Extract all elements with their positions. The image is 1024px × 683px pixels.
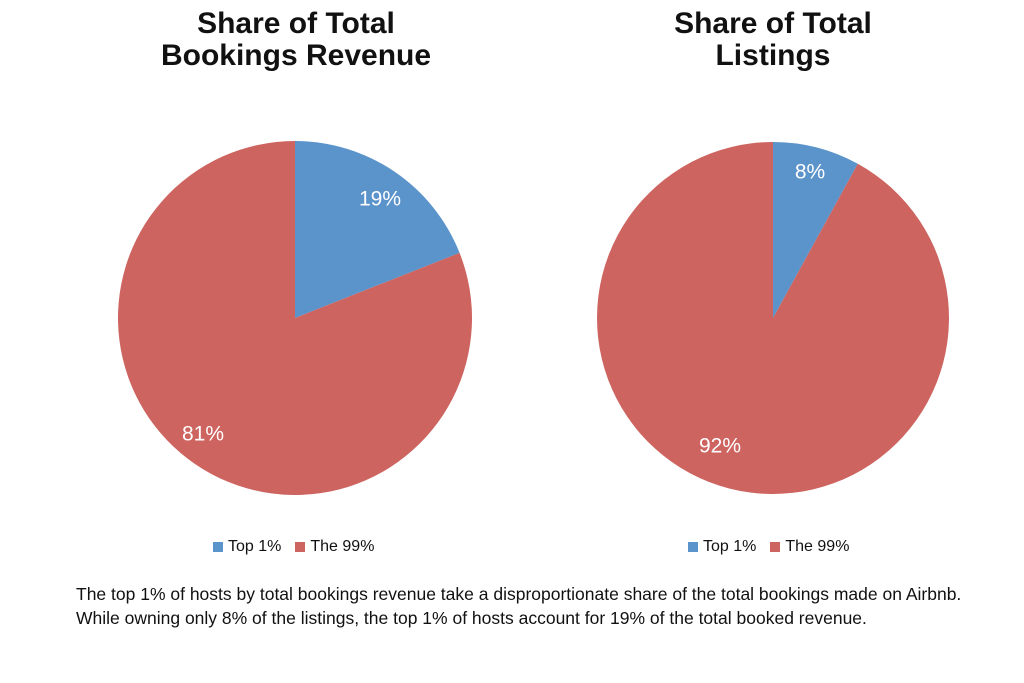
chart1-title: Share of Total Bookings Revenue [96,8,496,72]
legend-item-99: The 99% [295,538,374,556]
legend-label-top1: Top 1% [703,538,757,555]
chart2-title-line2: Listings [715,39,831,72]
legend-label-99: The 99% [785,538,850,555]
chart2-title: Share of Total Listings [563,8,983,72]
legend-swatch-red [770,542,781,552]
chart2-legend: Top 1% The 99% [688,538,863,556]
pie-slice-top1 [295,141,460,318]
legend-item-top1: Top 1% [213,538,281,556]
pie-slice-the99 [117,141,472,495]
legend-swatch-blue [213,542,223,552]
pie-slice-top1 [773,142,858,318]
pie-data-label: 8% [795,161,825,184]
chart1-title-line2: Bookings Revenue [160,39,432,72]
pie-chart-listings: 8% 92% [596,142,949,495]
pie-data-label: 92% [699,435,741,458]
legend-swatch-blue [688,542,698,552]
chart1-title-line1: Share of Total [197,7,395,40]
legend-label-top1: Top 1% [228,538,282,555]
pie-slice-the99 [596,142,949,495]
legend-item-top1: Top 1% [688,538,756,556]
legend-swatch-red [295,542,306,552]
chart1-legend: Top 1% The 99% [213,538,388,556]
chart-caption: The top 1% of hosts by total bookings re… [76,584,962,628]
pie-data-label: 81% [182,423,224,446]
pie-chart-bookings-revenue: 19% 81% [117,141,472,495]
chart2-title-line1: Share of Total [674,7,872,40]
legend-label-99: The 99% [310,538,375,555]
legend-item-99: The 99% [770,538,849,556]
pie-data-label: 19% [359,188,401,211]
